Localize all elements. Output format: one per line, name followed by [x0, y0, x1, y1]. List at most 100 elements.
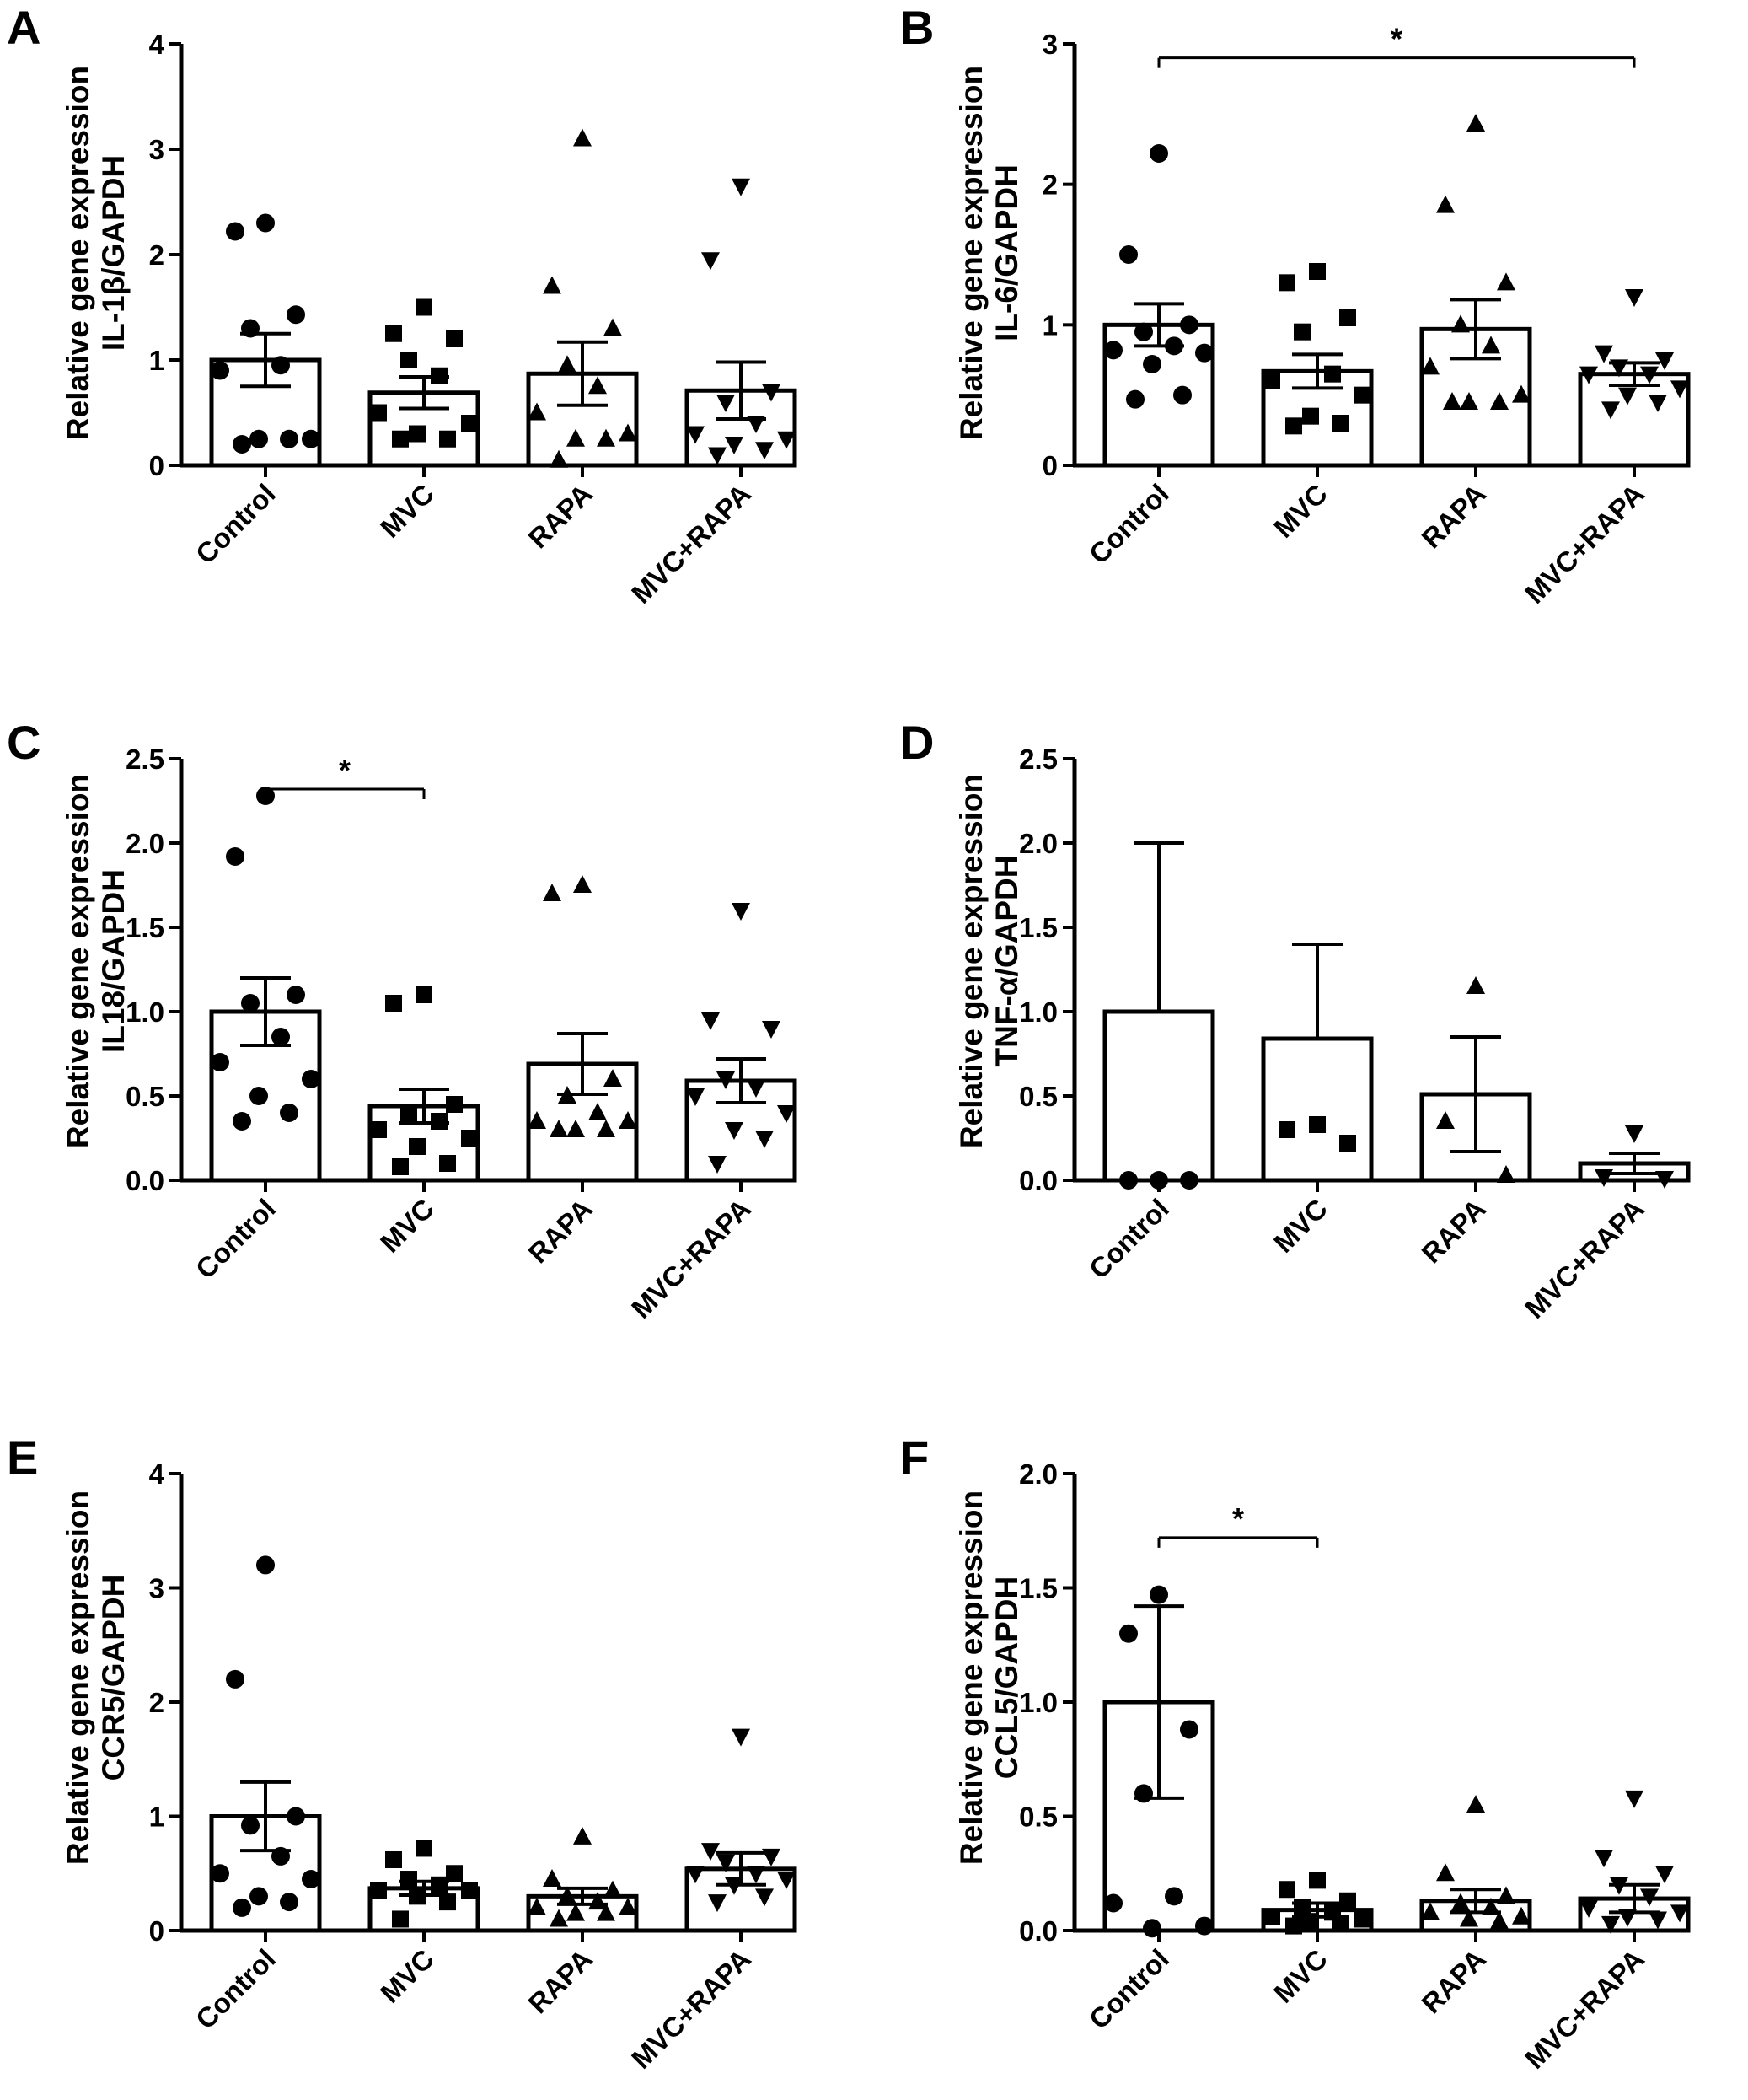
plot-e: 0 1 2 3 4 Control MVC RAPA MVC+RAPA: [149, 1458, 797, 2075]
point-e-3-8: [755, 1888, 774, 1907]
point-f-3-9: [1601, 1915, 1620, 1934]
point-c-3-3: [716, 1071, 735, 1089]
point-c-1-9: [392, 1158, 409, 1175]
panel-letter-b: B: [900, 1, 934, 54]
point-a-3-8: [755, 442, 774, 460]
category-label-c-1: MVC: [374, 1193, 440, 1259]
category-label-c-2: RAPA: [522, 1193, 598, 1270]
point-d-1-0: [1309, 1116, 1326, 1133]
point-b-0-0: [1150, 144, 1168, 163]
point-e-1-6: [461, 1882, 478, 1899]
y-tick-label-d-3: 1.5: [1019, 912, 1058, 943]
point-f-2-6: [1512, 1906, 1531, 1925]
y-tick-label-d-4: 2.0: [1019, 828, 1058, 859]
point-e-1-5: [370, 1882, 387, 1899]
point-a-3-3: [716, 395, 735, 412]
category-label-a-2: RAPA: [522, 478, 598, 555]
error-bar-f-0: [1134, 1604, 1184, 1800]
category-label-e-2: RAPA: [522, 1943, 598, 2020]
panel-letter-f: F: [900, 1431, 929, 1484]
point-c-0-7: [249, 1087, 268, 1105]
point-a-3-2: [762, 384, 780, 402]
significance-b-0: *: [1157, 22, 1636, 68]
point-d-2-0: [1466, 976, 1485, 994]
point-e-3-9: [708, 1894, 727, 1913]
category-label-d-0: Control: [1083, 1193, 1175, 1285]
error-bar-b-0: [1134, 302, 1184, 348]
point-a-0-0: [256, 213, 275, 233]
point-f-1-2: [1339, 1892, 1356, 1909]
significance-label-f-0: *: [1232, 1501, 1244, 1536]
point-e-2-7: [566, 1903, 585, 1921]
y-tick-label-f-1: 0.5: [1019, 1802, 1058, 1833]
point-e-1-2: [446, 1865, 463, 1882]
point-a-1-9: [392, 430, 409, 448]
plot-a: 0 1 2 3 4 Control MVC RAPA MVC+RAPA: [149, 29, 797, 610]
point-c-3-8: [755, 1131, 774, 1148]
point-b-3-0: [1625, 289, 1643, 307]
point-f-1-6: [1354, 1910, 1371, 1928]
category-label-f-3: MVC+RAPA: [1519, 1943, 1650, 2075]
ylabel-f-line1: Relative gene expression: [954, 1490, 989, 1865]
point-b-3-6: [1670, 380, 1689, 399]
y-tick-label-a-1: 1: [149, 345, 164, 376]
category-label-a-1: MVC: [374, 478, 440, 544]
error-bar-a-3: [716, 360, 766, 421]
point-e-0-1: [226, 1669, 244, 1689]
category-label-f-2: RAPA: [1415, 1943, 1492, 2020]
point-b-2-5: [1421, 357, 1440, 375]
point-b-0-1: [1119, 245, 1138, 264]
point-e-0-7: [249, 1887, 268, 1906]
point-b-2-0: [1466, 114, 1485, 132]
point-e-0-8: [280, 1893, 298, 1912]
y-tick-label-c-1: 0.5: [126, 1081, 164, 1112]
point-f-0-4: [1165, 1887, 1183, 1906]
point-c-0-2: [287, 986, 305, 1004]
point-c-2-5: [528, 1111, 546, 1129]
point-f-3-6: [1670, 1904, 1689, 1923]
error-bar-c-0: [240, 976, 291, 1047]
point-f-2-0: [1466, 1794, 1485, 1813]
point-d-3-0: [1625, 1125, 1643, 1143]
plot-b: 0 1 2 3 Control MVC RAPA MVC+RAPA *: [1043, 22, 1691, 610]
point-a-0-6: [302, 429, 320, 448]
y-tick-label-d-2: 1.0: [1019, 996, 1058, 1028]
point-b-0-7: [1143, 355, 1161, 373]
point-b-3-8: [1649, 395, 1667, 412]
error-bar-e-0: [240, 1780, 291, 1853]
ylabel-e: Relative gene expression CCR5/GAPDH: [61, 1490, 131, 1865]
ylabel-f: Relative gene expression CCL5/GAPDH: [954, 1490, 1024, 1865]
point-b-0-6: [1195, 343, 1214, 363]
point-e-0-2: [287, 1807, 305, 1826]
point-f-0-7: [1143, 1919, 1161, 1938]
point-e-3-4: [747, 1866, 765, 1884]
bar-d-0: [1102, 1009, 1215, 1183]
panel-d: D Relative gene expression TNF-α/GAPDH 0…: [900, 716, 1691, 1324]
point-b-1-1: [1279, 274, 1295, 292]
y-tick-label-d-1: 0.5: [1019, 1081, 1058, 1112]
point-c-2-7: [566, 1120, 585, 1137]
point-a-2-6: [619, 423, 637, 442]
y-tick-label-f-2: 1.0: [1019, 1687, 1058, 1718]
point-a-0-9: [233, 435, 251, 454]
ylabel-d: Relative gene expression TNF-α/GAPDH: [954, 774, 1024, 1148]
point-a-1-2: [446, 330, 463, 347]
error-bar-c-2: [557, 1032, 608, 1096]
point-a-3-0: [732, 178, 750, 196]
point-a-1-3: [400, 352, 417, 368]
category-label-f-1: MVC: [1268, 1943, 1333, 2009]
error-bar-d-0: [1134, 841, 1184, 1012]
point-a-0-2: [287, 305, 305, 325]
point-c-0-9: [233, 1112, 251, 1131]
point-b-2-3: [1451, 314, 1470, 333]
y-tick-label-c-2: 1.0: [126, 996, 164, 1028]
point-e-2-2: [603, 1880, 622, 1899]
point-e-1-9: [392, 1910, 409, 1928]
plot-f: 0.0 0.5 1.0 1.5 2.0 Control MVC RAPA MVC+RAPA *: [1019, 1458, 1691, 2075]
point-c-2-2: [603, 1069, 622, 1087]
y-tick-label-a-2: 2: [149, 239, 164, 271]
point-a-1-5: [370, 404, 387, 422]
point-e-3-0: [732, 1728, 750, 1747]
point-e-3-1: [701, 1843, 720, 1861]
point-b-3-1: [1595, 345, 1613, 363]
